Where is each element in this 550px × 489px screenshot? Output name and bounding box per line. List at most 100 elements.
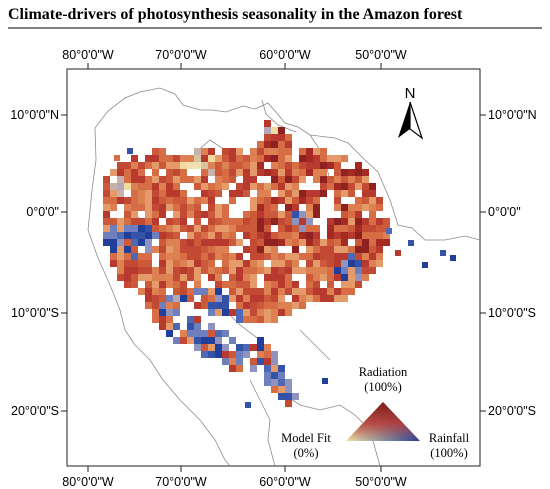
raster-cell [285,148,292,155]
raster-cell [215,204,222,211]
raster-cell [187,288,194,295]
raster-cell [271,372,278,379]
raster-cell [166,190,173,197]
raster-cell [348,267,355,274]
legend-radiation-pct: (100%) [364,380,402,394]
raster-cell [131,176,138,183]
raster-cell [243,288,250,295]
raster-cell [271,253,278,260]
raster-cell [278,169,285,176]
raster-cell [355,218,362,225]
raster-cell [187,204,194,211]
raster-cell [271,295,278,302]
raster-cell [313,148,320,155]
raster-cell [327,162,334,169]
raster-cell [201,183,208,190]
raster-cell [208,169,215,176]
raster-cell [313,260,320,267]
raster-cell [292,253,299,260]
raster-cell [299,267,306,274]
raster-cell [187,295,194,302]
raster-cell [250,162,257,169]
raster-cell [229,155,236,162]
raster-cell [250,155,257,162]
raster-cell [152,281,159,288]
raster-cell [201,351,208,358]
raster-cell [110,197,117,204]
raster-cell [278,134,285,141]
raster-cell [264,218,271,225]
raster-cell [173,218,180,225]
raster-cell [285,281,292,288]
raster-cell [145,190,152,197]
raster-cell [278,148,285,155]
raster-cell [306,169,313,176]
raster-cell [236,365,243,372]
raster-cell [236,281,243,288]
raster-cell [264,316,271,323]
raster-cell [285,176,292,183]
raster-cell [215,169,222,176]
raster-cell [264,281,271,288]
raster-cell [166,225,173,232]
raster-cell [355,239,362,246]
raster-cell [194,260,201,267]
raster-cell [243,190,250,197]
raster-cell [145,267,152,274]
raster-cell [201,253,208,260]
raster-cell [236,267,243,274]
raster-cell [376,246,383,253]
raster-cell [278,372,285,379]
raster-cell [194,155,201,162]
raster-cell [264,197,271,204]
raster-cell [285,155,292,162]
raster-cell [278,183,285,190]
raster-cell [145,253,152,260]
raster-cell [306,239,313,246]
raster-cell [145,225,152,232]
raster-cell [313,197,320,204]
raster-cell [229,148,236,155]
raster-cell [208,344,215,351]
raster-cell [285,204,292,211]
raster-cell [194,281,201,288]
raster-cell [131,281,138,288]
raster-cell [208,337,215,344]
raster-cell [166,302,173,309]
raster-cell [355,253,362,260]
raster-cell [180,176,187,183]
raster-cell [257,288,264,295]
raster-cell [229,365,236,372]
raster-cell [152,316,159,323]
raster-cell [236,253,243,260]
raster-cell [180,337,187,344]
raster-cell [215,295,222,302]
raster-cell [250,281,257,288]
raster-cell [103,211,110,218]
raster-cell [131,274,138,281]
raster-cell [264,204,271,211]
raster-cell [138,190,145,197]
raster-cell [215,281,222,288]
raster-cell [278,162,285,169]
raster-cell [145,176,152,183]
raster-cell [341,218,348,225]
raster-cell [180,288,187,295]
raster-cell [131,155,138,162]
raster-cell [383,239,390,246]
raster-cell [117,267,124,274]
raster-cell [229,169,236,176]
raster-cell [327,267,334,274]
raster-cell [187,323,194,330]
raster-cell [208,246,215,253]
raster-cell [292,176,299,183]
raster-cell [145,260,152,267]
raster-cell [117,239,124,246]
raster-cell [103,239,110,246]
raster-cell [103,218,110,225]
raster-cell [152,225,159,232]
raster-cell [299,302,306,309]
raster-cell [362,239,369,246]
raster-cell [152,155,159,162]
raster-cell [285,260,292,267]
